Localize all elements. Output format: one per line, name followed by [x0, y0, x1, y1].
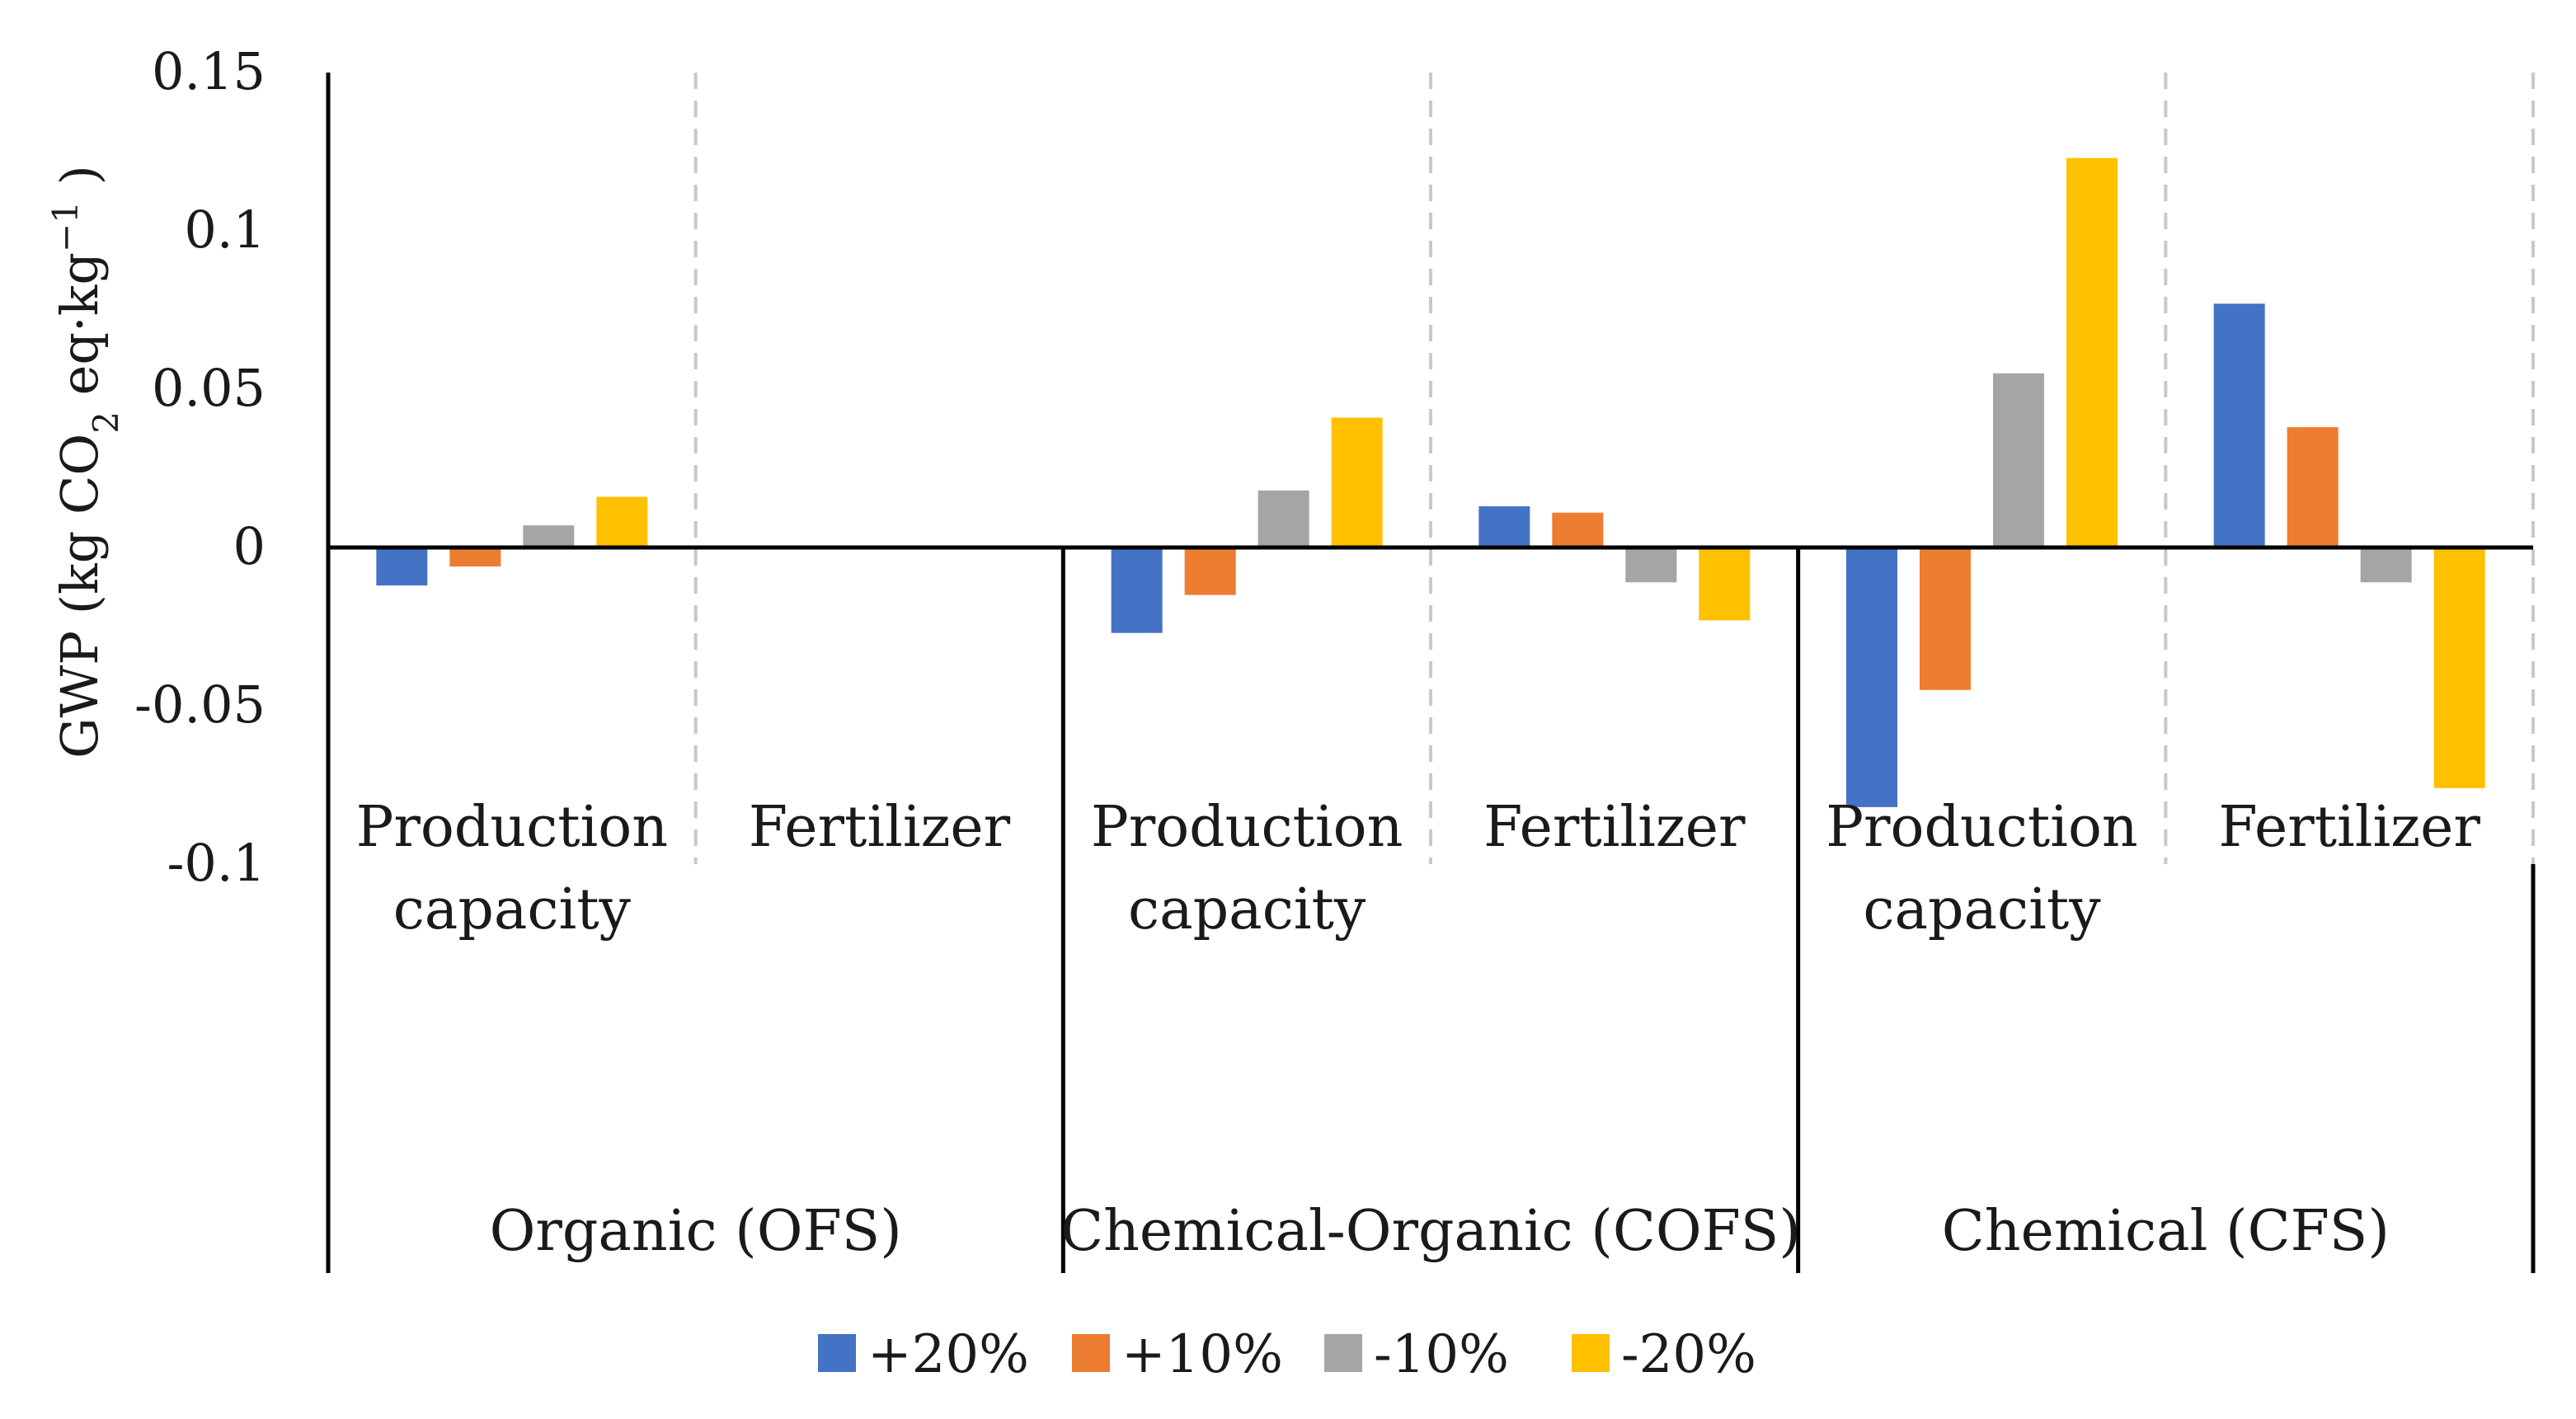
- y-axis-title: GWP (kg CO2 eq·kg−1 ): [45, 165, 126, 759]
- category-label: capacity: [1128, 877, 1366, 942]
- y-title-unit: eq·kg: [49, 252, 110, 411]
- bar-+10%: [2287, 427, 2339, 547]
- y-tick-label: 0.1: [184, 200, 266, 260]
- legend-label: +20%: [867, 1324, 1029, 1385]
- group-label: Chemical-Organic (COFS): [1060, 1199, 1801, 1264]
- category-label: Fertilizer: [2218, 795, 2480, 860]
- bar--20%: [1331, 417, 1383, 547]
- legend-label: -20%: [1621, 1324, 1756, 1385]
- bar-+20%: [1111, 547, 1163, 633]
- legend-swatch: [1072, 1334, 1110, 1372]
- bar--10%: [2360, 547, 2412, 583]
- y-tick-label: 0.15: [152, 41, 266, 101]
- legend-label: -10%: [1374, 1324, 1509, 1385]
- bars-layer: [376, 157, 2485, 807]
- bar-+20%: [376, 547, 428, 586]
- y-tick-label: 0: [233, 516, 266, 576]
- group-label: Organic (OFS): [490, 1199, 902, 1264]
- category-label: Production: [1826, 795, 2137, 860]
- bar-+20%: [1846, 547, 1897, 807]
- y-title-main: GWP (kg CO: [49, 434, 110, 759]
- category-label: Production: [1091, 795, 1403, 860]
- bar--10%: [1257, 490, 1309, 547]
- category-label: Fertilizer: [749, 795, 1011, 860]
- bar--20%: [1699, 547, 1751, 621]
- category-label: Production: [356, 795, 668, 860]
- labels-layer: Production capacity Fertilizer Organic (OFS…: [45, 41, 2481, 1264]
- bar-+10%: [1552, 512, 1604, 547]
- legend-swatch: [1572, 1334, 1610, 1372]
- bar--20%: [2433, 547, 2485, 788]
- bar-+20%: [1478, 506, 1530, 547]
- group-label: Chemical (CFS): [1942, 1199, 2390, 1264]
- legend-label: +10%: [1121, 1324, 1283, 1385]
- legend-swatch: [818, 1334, 856, 1372]
- bar-+20%: [2213, 303, 2265, 547]
- category-label: Fertilizer: [1483, 795, 1746, 860]
- legend: +20% +10% -10% -20%: [818, 1324, 1756, 1385]
- bar--10%: [1993, 373, 2044, 547]
- category-label: capacity: [1863, 877, 2101, 942]
- bar--10%: [1625, 547, 1677, 583]
- bar--20%: [596, 496, 648, 547]
- category-label: capacity: [393, 877, 632, 942]
- separator-layer: [693, 73, 2535, 864]
- y-tick-label: -0.05: [134, 674, 266, 735]
- bar-+10%: [449, 547, 501, 567]
- axis-layer: [326, 73, 2536, 1273]
- bar--10%: [523, 525, 575, 547]
- bar-+10%: [1184, 547, 1236, 595]
- y-title-subscript: 2: [86, 411, 126, 434]
- y-title-superscript: −1: [45, 201, 86, 252]
- y-title-close: ): [49, 165, 110, 201]
- bar-+10%: [1920, 547, 1971, 690]
- y-tick-label: 0.05: [152, 358, 266, 418]
- bar--20%: [2066, 157, 2118, 547]
- legend-swatch: [1324, 1334, 1362, 1372]
- y-tick-label: -0.1: [167, 833, 266, 893]
